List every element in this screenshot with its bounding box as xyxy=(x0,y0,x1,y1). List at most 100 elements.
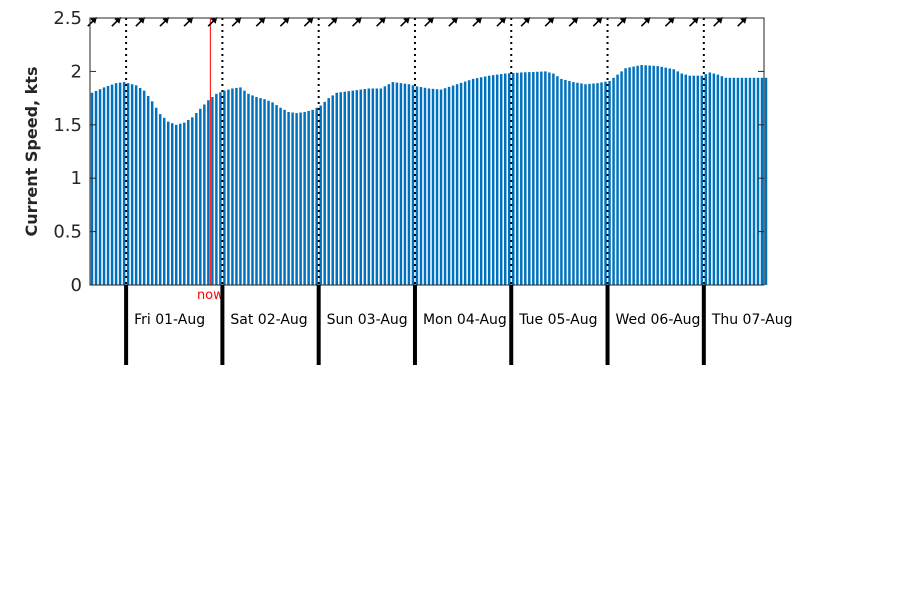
speed-bar xyxy=(564,79,567,285)
speed-bar xyxy=(243,90,246,286)
speed-bar xyxy=(660,66,663,285)
speed-bar xyxy=(483,76,487,285)
x-axis-day-ticks: Fri 01-Aug Sat 02-Aug Sun 03-Aug Mon 04-Aug… xyxy=(124,285,792,365)
speed-bar xyxy=(110,84,114,285)
speed-bar xyxy=(331,95,334,286)
direction-arrow-icon xyxy=(87,17,97,27)
speed-bar xyxy=(503,73,507,285)
direction-arrow-icon xyxy=(592,17,603,27)
speed-bar xyxy=(391,82,395,285)
day-label: Tue 05-Aug xyxy=(518,312,597,328)
speed-bar xyxy=(479,77,483,286)
speed-bar xyxy=(704,74,708,285)
speed-bar xyxy=(207,100,210,286)
speed-bar xyxy=(467,80,471,286)
direction-arrow-icon xyxy=(496,17,507,27)
speed-bar xyxy=(524,72,527,285)
speed-bar xyxy=(600,82,603,285)
speed-bar xyxy=(154,107,158,286)
speed-bar xyxy=(552,73,555,285)
speed-bar xyxy=(166,121,170,285)
speed-bar xyxy=(568,81,571,285)
direction-arrow-icon xyxy=(111,17,122,27)
speed-bar xyxy=(720,76,724,286)
speed-bar xyxy=(199,108,202,285)
speed-bar xyxy=(146,95,150,286)
axes-box xyxy=(89,17,765,286)
y-tick-label: 1 xyxy=(71,168,82,189)
speed-bar xyxy=(664,67,667,285)
speed-bar xyxy=(700,75,704,285)
speed-bar xyxy=(203,104,206,285)
speed-bar xyxy=(668,68,671,286)
speed-bar xyxy=(195,113,198,285)
speed-bar xyxy=(187,119,190,286)
speed-bar xyxy=(183,122,186,285)
speed-bar xyxy=(130,84,134,285)
speed-bar xyxy=(592,83,595,285)
direction-arrow-icon xyxy=(713,17,723,27)
speed-bar xyxy=(620,71,623,286)
speed-bar xyxy=(544,71,547,286)
direction-arrow-icon xyxy=(183,17,194,27)
speed-bar xyxy=(656,66,659,285)
speed-bar xyxy=(98,89,102,285)
speed-bar xyxy=(327,98,330,285)
speed-bar xyxy=(359,89,363,285)
speed-bar xyxy=(756,77,760,285)
speed-bar xyxy=(351,90,355,286)
direction-arrow-icon xyxy=(568,17,579,27)
y-tick-label: 2.5 xyxy=(53,8,82,29)
direction-arrow-icon xyxy=(664,17,675,27)
speed-bar xyxy=(640,64,643,286)
direction-arrow-icon xyxy=(207,17,218,27)
speed-bar xyxy=(379,88,383,286)
direction-arrow-icon xyxy=(135,17,146,27)
y-axis: 0 0.5 1 1.5 2 2.5 xyxy=(53,8,764,296)
speed-bar xyxy=(427,88,431,286)
speed-bar xyxy=(126,83,130,286)
direction-arrow-icon xyxy=(400,17,410,27)
speed-bar xyxy=(475,78,479,285)
speed-bar xyxy=(191,117,194,285)
speed-bar xyxy=(299,112,302,286)
speed-bar xyxy=(271,102,274,286)
speed-bar xyxy=(114,83,118,286)
speed-bar xyxy=(319,105,322,285)
speed-bar xyxy=(211,97,214,285)
speed-bar xyxy=(279,107,282,286)
speed-bar xyxy=(387,84,391,285)
speed-bar xyxy=(560,78,563,285)
direction-arrow-icon xyxy=(448,17,459,27)
speed-bar xyxy=(291,112,294,286)
day-label: Fri 01-Aug xyxy=(134,312,205,328)
direction-arrow-icon xyxy=(303,17,314,27)
speed-bar xyxy=(499,74,503,285)
speed-bar xyxy=(724,77,728,285)
speed-bar xyxy=(255,97,258,285)
speed-bar xyxy=(423,87,427,285)
plot-area xyxy=(90,18,764,285)
speed-bar xyxy=(684,74,688,285)
speed-bar xyxy=(367,88,371,286)
speed-bar xyxy=(323,101,326,285)
speed-bar xyxy=(263,99,266,285)
day-label: Sat 02-Aug xyxy=(230,312,307,328)
speed-bar xyxy=(171,123,174,285)
speed-bar xyxy=(596,83,599,286)
speed-bar xyxy=(375,88,379,286)
speed-bar xyxy=(134,85,138,285)
speed-bar xyxy=(516,72,519,285)
speed-bar xyxy=(215,93,218,285)
speed-bar xyxy=(672,69,675,285)
speed-bar xyxy=(508,73,511,286)
speed-bar xyxy=(335,92,338,285)
speed-bar xyxy=(572,82,575,285)
y-axis-label: Current Speed, kts xyxy=(22,67,41,237)
direction-arrow-icon xyxy=(544,17,555,27)
speed-bar xyxy=(295,113,298,285)
speed-bar xyxy=(588,83,591,285)
direction-arrow-icon xyxy=(472,17,483,27)
now-marker: now xyxy=(197,18,224,303)
